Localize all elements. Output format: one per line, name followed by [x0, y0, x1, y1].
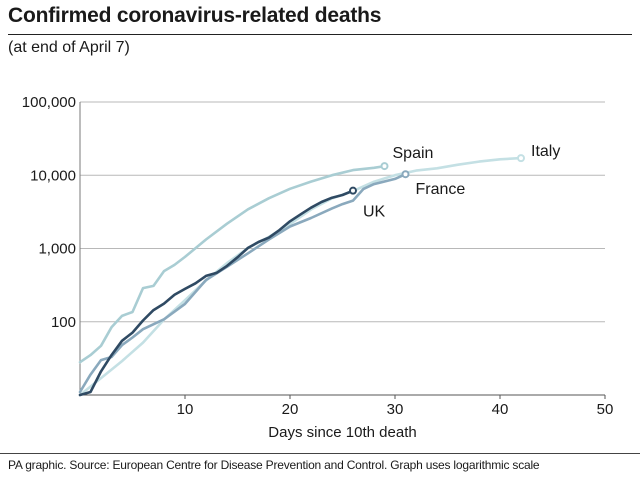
series-endpoint-spain: [380, 162, 389, 171]
y-tick-label: 10,000: [30, 167, 76, 184]
series-endpoint-uk: [349, 186, 357, 195]
series-lines: [78, 154, 525, 397]
line-chart: 100 1,000 10,000 100,000 10 20 30 40 50 Spain It…: [22, 94, 614, 441]
x-tick-label: 10: [177, 401, 194, 418]
gridlines: [80, 101, 605, 323]
series-endpoint-france: [401, 170, 410, 179]
source-note: PA graphic. Source: European Centre for …: [8, 458, 540, 472]
footer-rule: [0, 453, 640, 454]
y-tick-label: 1,000: [38, 241, 76, 258]
series-endpoint-italy: [517, 154, 525, 163]
chart-title: Confirmed coronavirus-related deaths: [8, 4, 382, 27]
x-tick-label: 50: [597, 401, 614, 418]
x-axis-label: Days since 10th death: [268, 424, 416, 441]
title-rule: [8, 34, 632, 35]
x-tick-label: 20: [282, 401, 299, 418]
chart-subtitle: (at end of April 7): [8, 39, 130, 56]
series-label-spain: Spain: [393, 145, 434, 162]
series-line-france: [78, 172, 407, 394]
y-tick-label: 100: [51, 314, 76, 331]
x-tick-label: 40: [492, 401, 509, 418]
y-tick-labels: 100 1,000 10,000 100,000: [22, 94, 76, 331]
x-tick-label: 30: [387, 401, 404, 418]
axes: [79, 102, 606, 399]
series-labels: Spain Italy France UK: [363, 143, 560, 221]
x-tick-labels: 10 20 30 40 50: [177, 401, 614, 418]
y-tick-label: 100,000: [22, 94, 76, 111]
series-label-france: France: [416, 181, 466, 198]
series-line-spain: [78, 164, 386, 364]
series-label-uk: UK: [363, 204, 386, 221]
series-line-uk: [78, 189, 355, 397]
series-line-italy: [78, 156, 523, 397]
series-label-italy: Italy: [531, 143, 560, 160]
